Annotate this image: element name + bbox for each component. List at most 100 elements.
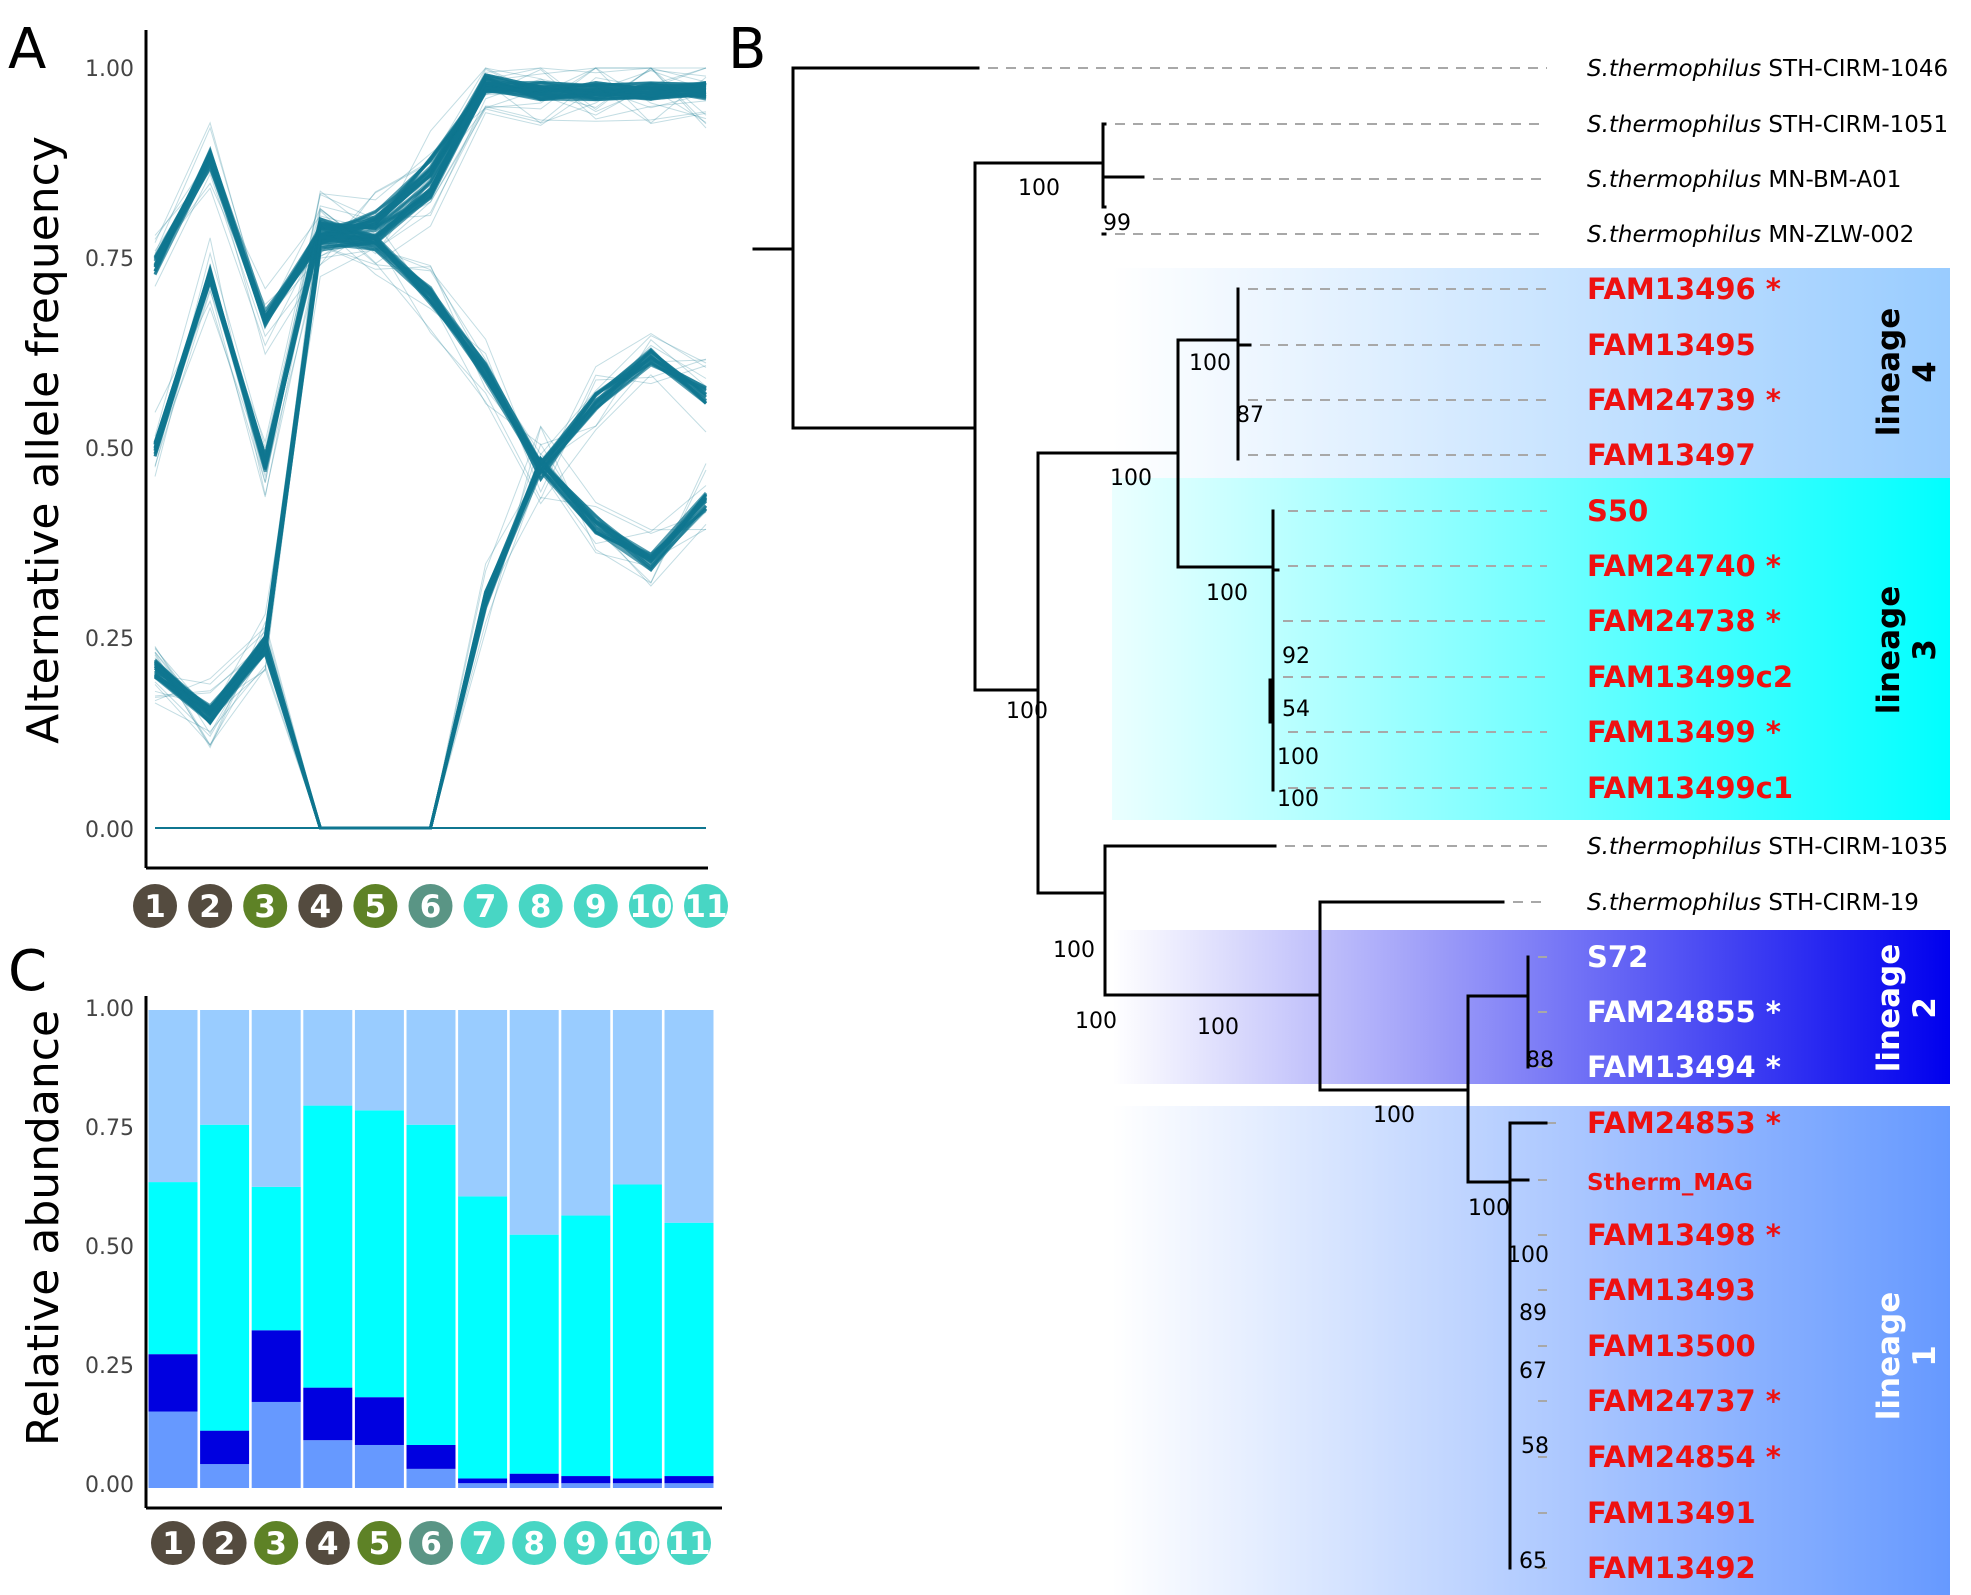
sample-badge-circle — [684, 884, 728, 928]
sample-badge: 11 — [684, 884, 728, 928]
tip-label: FAM24740 * — [1587, 549, 1781, 583]
sample-badge-label: 11 — [684, 889, 727, 925]
allele-trajectory — [153, 80, 707, 468]
allele-trajectory — [153, 73, 707, 467]
support-value: 100 — [1189, 351, 1231, 376]
sample-badge-label: 8 — [523, 1526, 545, 1562]
lineage-number: 1 — [1907, 1345, 1943, 1367]
allele-trajectory — [154, 67, 707, 470]
panel-c-ylabel: Relative abundance — [18, 1010, 69, 1446]
bar-segment — [148, 1182, 198, 1355]
panel-a-ytick: 0.50 — [85, 437, 134, 462]
tip-label: FAM13494 * — [1587, 1050, 1781, 1084]
bar-segment — [458, 1478, 508, 1484]
support-value: 54 — [1282, 697, 1310, 722]
allele-trajectory — [154, 425, 707, 829]
panel-c-ytick: 1.00 — [85, 997, 134, 1022]
sample-badge: 5 — [357, 1521, 402, 1565]
bar-stack — [458, 1010, 508, 1488]
bar-segment — [561, 1010, 611, 1216]
allele-trajectory — [154, 208, 707, 707]
allele-trajectory — [154, 209, 707, 746]
allele-trajectory — [154, 235, 708, 714]
allele-trajectory — [154, 68, 707, 306]
bar-stack — [354, 1010, 404, 1488]
tree-support-values: 100 99 100 87 100 100 92 54 100 100 100 100 100 100 10… — [1006, 176, 1554, 1574]
bar-stack — [509, 1010, 559, 1488]
bar-segment — [251, 1186, 301, 1331]
panel-a-ytick: 0.75 — [85, 247, 134, 272]
sample-badge-circle — [298, 884, 343, 928]
lineage-number: 2 — [1907, 997, 1943, 1019]
lineage-word: lineage — [1871, 586, 1907, 714]
bar-segment — [458, 1010, 508, 1197]
tip-label: FAM13496 * — [1587, 272, 1781, 306]
tip-label: S.thermophilus MN-BM-A01 — [1587, 167, 1901, 193]
sample-badge-label: 5 — [365, 889, 387, 925]
sample-badge-label: 10 — [629, 889, 672, 925]
panel-a-sample-badges: 1 2 3 4 5 6 7 8 9 10 11 — [133, 884, 728, 928]
panel-b-phylogenetic-tree: S.thermophilus STH-CIRM-1046S.thermophil… — [752, 56, 1950, 1595]
sample-badge-label: 6 — [420, 1526, 442, 1562]
tip-label: FAM24853 * — [1587, 1106, 1781, 1140]
sample-badge: 4 — [305, 1521, 350, 1565]
sample-badge-circle — [357, 1521, 402, 1565]
allele-trajectory — [153, 82, 707, 470]
allele-trajectory — [154, 67, 707, 338]
allele-trajectory — [154, 462, 707, 829]
allele-trajectory — [153, 75, 707, 469]
allele-trajectory — [154, 106, 707, 479]
tip-species: S.thermophilus — [1587, 56, 1761, 82]
sample-badge-label: 2 — [214, 1526, 236, 1562]
bar-segment — [509, 1234, 559, 1474]
sample-badge-circle — [460, 1521, 505, 1565]
support-value: 100 — [1197, 1015, 1239, 1040]
sample-badge-label: 4 — [317, 1526, 339, 1562]
lineage-label: lineage 3 — [1871, 586, 1943, 714]
sample-badge-circle — [254, 1521, 299, 1565]
sample-badge-label: 4 — [310, 889, 332, 925]
bar-segment — [561, 1476, 611, 1484]
panel-a-ytick: 0.25 — [85, 627, 134, 652]
tip-label: FAM13492 — [1587, 1551, 1756, 1585]
lineage-number: 4 — [1907, 361, 1943, 383]
tip-label: FAM13499c2 — [1587, 660, 1793, 694]
panel-c-sample-badges: 1 2 3 4 5 6 7 8 9 10 11 — [151, 1521, 711, 1565]
tip-label: FAM13500 — [1587, 1329, 1756, 1363]
sample-badge: 2 — [202, 1521, 247, 1565]
support-value: 88 — [1526, 1048, 1554, 1073]
allele-trajectory — [154, 455, 708, 830]
support-value: 100 — [1277, 787, 1319, 812]
allele-trajectory — [154, 456, 708, 830]
lineage-3-band — [1112, 478, 1950, 820]
bar-segment — [148, 1010, 198, 1183]
bar-segment — [251, 1010, 301, 1187]
sample-badge: 8 — [518, 884, 563, 928]
bar-segment — [354, 1397, 404, 1445]
tip-label: S.thermophilus STH-CIRM-1046 — [1587, 56, 1948, 82]
support-value: 89 — [1519, 1301, 1547, 1326]
bar-segment — [200, 1010, 250, 1125]
bar-stack — [612, 1010, 662, 1488]
bar-segment — [148, 1354, 198, 1412]
allele-trajectory — [154, 452, 707, 829]
sample-badge: 7 — [463, 884, 508, 928]
allele-trajectory — [154, 241, 707, 718]
allele-trajectory — [154, 67, 707, 468]
panel-a-lines — [153, 67, 708, 830]
tip-label: S72 — [1587, 940, 1648, 974]
tip-label: S.thermophilus STH-CIRM-1035 — [1587, 834, 1948, 860]
bar-segment — [406, 1124, 456, 1445]
sample-badge-circle — [628, 884, 673, 928]
bar-segment — [612, 1483, 662, 1488]
sample-badge-circle — [409, 1521, 453, 1565]
allele-trajectory — [153, 82, 707, 320]
allele-trajectory — [154, 235, 707, 725]
support-value: 99 — [1103, 211, 1131, 236]
tip-label: FAM24738 * — [1587, 604, 1781, 638]
bar-segment — [664, 1010, 714, 1223]
sample-badge-circle — [463, 884, 508, 928]
allele-series — [153, 67, 707, 356]
tree-tip-labels: S.thermophilus STH-CIRM-1046S.thermophil… — [1587, 56, 1948, 1585]
sample-badge-circle — [573, 884, 618, 928]
